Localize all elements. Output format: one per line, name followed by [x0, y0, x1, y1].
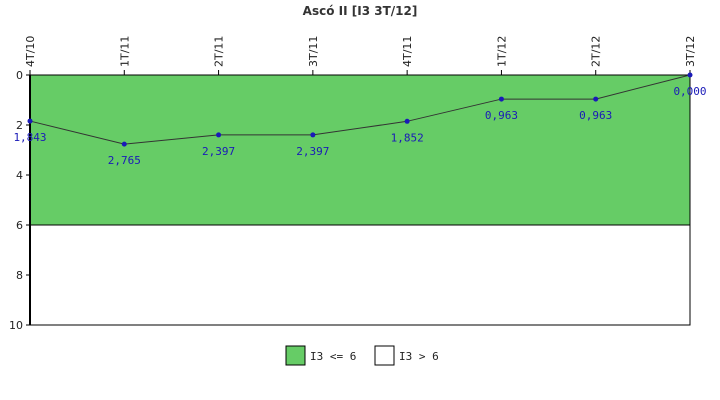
y-tick-label: 2 [16, 119, 23, 132]
data-label: 2,397 [296, 145, 329, 158]
data-point [498, 96, 504, 102]
x-tick-label: 2T/11 [213, 36, 226, 67]
threshold-bands [30, 75, 690, 325]
series-polyline [29, 74, 691, 145]
legend-swatch [374, 345, 395, 366]
data-point [27, 118, 33, 124]
y-tick-label: 6 [16, 219, 23, 232]
y-tick-label: 10 [9, 319, 23, 332]
x-axis-ticks: 4T/10 1T/11 2T/11 3T/11 4T/11 1T/12 2T/12 3T/12 [24, 36, 697, 75]
data-labels: 1,843 2,765 2,397 2,397 1,852 0,963 0,963 0,000 [13, 85, 706, 167]
data-label: 0,963 [485, 109, 518, 122]
x-tick-label: 1T/12 [495, 36, 508, 67]
data-point [310, 132, 316, 138]
x-tick-label: 1T/11 [118, 36, 131, 67]
chart-title: Ascó II [I3 3T/12] [303, 4, 418, 18]
data-label: 1,852 [391, 131, 424, 144]
data-label: 0,963 [579, 109, 612, 122]
x-tick-label: 3T/12 [684, 36, 697, 67]
data-point [404, 118, 410, 124]
data-label: 2,765 [108, 154, 141, 167]
legend-label: I3 > 6 [399, 350, 439, 363]
x-tick-label: 2T/12 [590, 36, 603, 67]
x-tick-label: 4T/11 [401, 36, 414, 67]
legend: I3 <= 6 I3 > 6 [285, 345, 439, 366]
y-tick-label: 4 [16, 169, 23, 182]
data-point [687, 72, 693, 78]
legend-label: I3 <= 6 [310, 350, 356, 363]
x-tick-label: 3T/11 [307, 36, 320, 67]
data-point [121, 141, 127, 147]
band-1 [30, 225, 690, 325]
data-label: 2,397 [202, 145, 235, 158]
data-label: 0,000 [673, 85, 706, 98]
data-point [216, 132, 222, 138]
plot-frame [29, 74, 691, 326]
y-axis-ticks: 0 2 4 6 8 10 [9, 69, 30, 332]
band-0 [30, 75, 690, 225]
data-point [593, 96, 599, 102]
series-line [27, 72, 693, 147]
x-tick-label: 4T/10 [24, 36, 37, 67]
data-label: 1,843 [13, 131, 46, 144]
y-tick-label: 8 [16, 269, 23, 282]
legend-swatch [285, 345, 306, 366]
y-tick-label: 0 [16, 69, 23, 82]
